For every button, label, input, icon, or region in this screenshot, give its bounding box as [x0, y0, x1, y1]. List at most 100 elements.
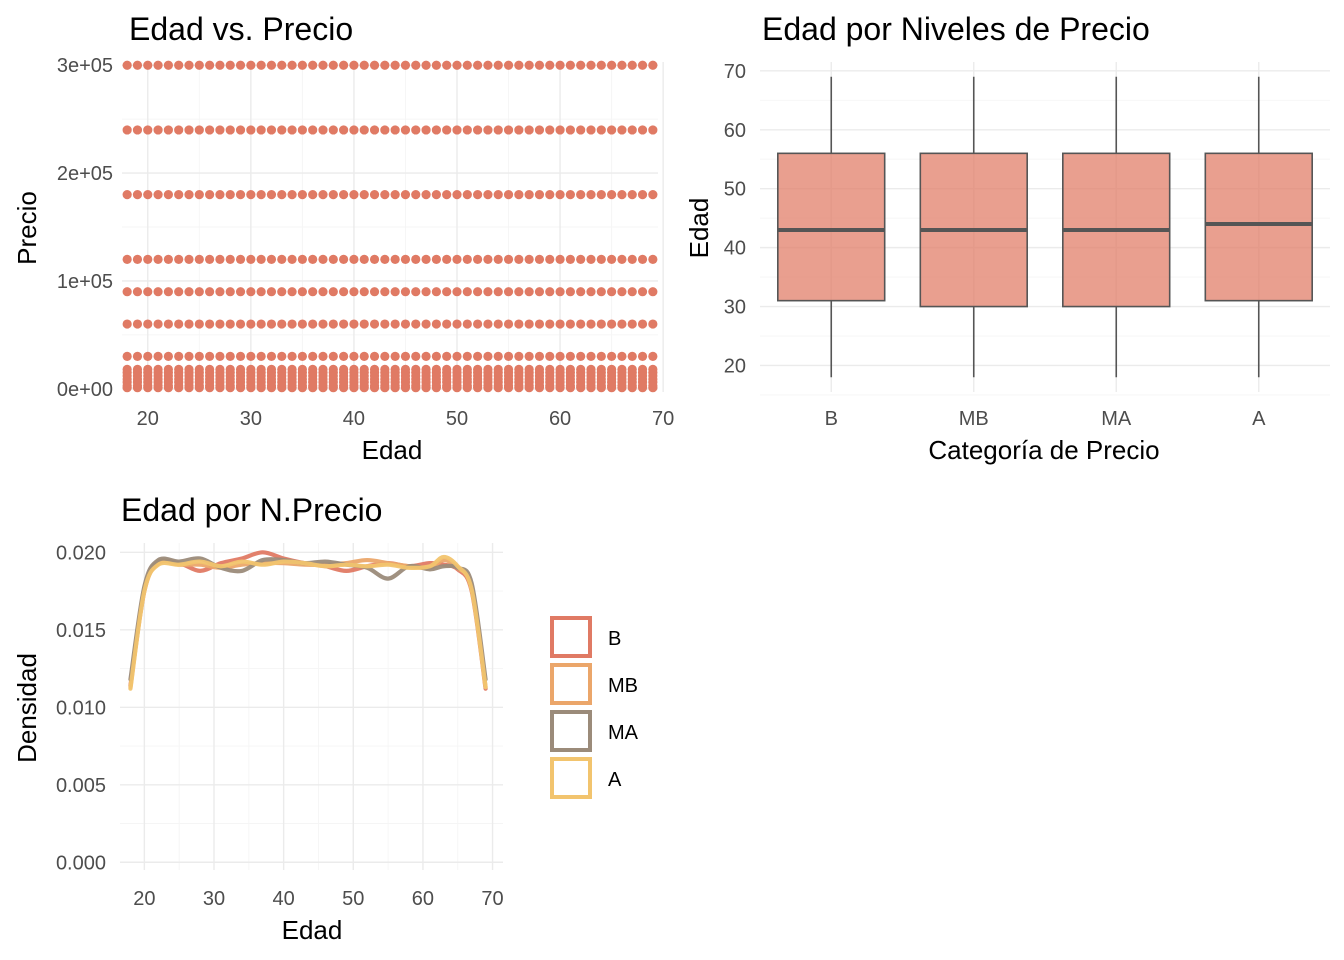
scatter-point [473, 125, 483, 135]
scatter-point [174, 319, 184, 329]
scatter-point [555, 190, 565, 200]
scatter-point [225, 383, 235, 393]
scatter-point [452, 125, 462, 135]
scatter-point [328, 351, 338, 362]
legend-label: A [608, 769, 622, 791]
scatter-point [524, 125, 534, 135]
y-tick-label: 0.015 [56, 620, 106, 642]
scatter-point [349, 190, 359, 200]
x-tick-label: 30 [240, 408, 262, 430]
scatter-point [359, 319, 369, 329]
scatter-point [266, 383, 277, 393]
scatter-point [421, 254, 431, 264]
scatter-point [596, 60, 606, 70]
scatter-point [369, 190, 380, 200]
boxplot-boxes [777, 76, 1313, 378]
scatter-point [256, 351, 266, 362]
scatter-point [153, 190, 163, 200]
scatter-point [545, 383, 555, 393]
scatter-point [503, 383, 514, 393]
scatter-point [452, 254, 462, 264]
scatter-point [586, 254, 596, 264]
scatter-point [349, 254, 359, 264]
scatter-point [648, 125, 658, 135]
box-A [1204, 76, 1313, 378]
x-tick-label: 60 [549, 408, 571, 430]
scatter-point [339, 125, 349, 135]
scatter-point [122, 351, 132, 362]
scatter-point [400, 254, 411, 264]
scatter-point [297, 190, 307, 200]
scatter-point [452, 190, 462, 200]
scatter-point [545, 319, 555, 329]
density-line-MB [128, 557, 488, 690]
scatter-point [132, 351, 143, 362]
legend-key [550, 710, 592, 752]
scatter-point [287, 254, 297, 264]
scatter-point [431, 125, 441, 135]
scatter-point [143, 287, 153, 297]
scatter-point [287, 383, 297, 393]
scatter-point [225, 351, 235, 362]
scatter-point [514, 60, 524, 70]
y-tick-label: 0.010 [56, 697, 106, 719]
scatter-point [266, 319, 277, 329]
scatter-point [586, 351, 596, 362]
scatter-point [514, 125, 524, 135]
scatter-point [607, 351, 617, 362]
scatter-point [318, 60, 328, 70]
scatter-point [576, 190, 586, 200]
scatter-point [380, 125, 390, 135]
scatter-point [473, 287, 483, 297]
scatter-point [287, 125, 297, 135]
scatter-point [617, 125, 627, 135]
scatter-point [308, 287, 318, 297]
scatter-point [205, 254, 215, 264]
scatter-point [277, 190, 287, 200]
scatter-point [473, 254, 483, 264]
scatter-point [637, 383, 648, 393]
scatter-point [617, 60, 627, 70]
scatter-point [483, 351, 493, 362]
scatter-point [246, 351, 256, 362]
scatter-point [565, 254, 575, 264]
scatter-point [205, 190, 215, 200]
scatter-point [452, 351, 462, 362]
scatter-point [555, 287, 565, 297]
scatter-point [514, 351, 524, 362]
y-tick-label: 40 [724, 238, 746, 260]
scatter-point [174, 287, 184, 297]
scatter-point [297, 287, 307, 297]
scatter-point [308, 351, 318, 362]
scatter-point [627, 190, 637, 200]
scatter-point [462, 287, 472, 297]
scatter-point [215, 254, 225, 264]
legend-item-B: B [550, 616, 621, 658]
scatter-point [153, 125, 163, 135]
box-MB [919, 76, 1028, 378]
density-title: Edad por N.Precio [121, 492, 382, 528]
scatter-point [132, 125, 143, 135]
scatter-point [390, 254, 400, 264]
scatter-point [637, 190, 648, 200]
scatter-point [586, 60, 596, 70]
scatter-point [431, 319, 441, 329]
scatter-point [266, 351, 277, 362]
scatter-point [174, 190, 184, 200]
legend-label: MA [608, 722, 639, 744]
scatter-point [266, 254, 277, 264]
scatter-point [287, 319, 297, 329]
scatter-point [297, 319, 307, 329]
scatter-point [483, 125, 493, 135]
y-tick-label: 2e+05 [57, 163, 113, 185]
scatter-point [246, 190, 256, 200]
scatter-point [215, 383, 225, 393]
scatter-point [596, 383, 606, 393]
scatter-point [442, 383, 452, 393]
scatter-point [277, 351, 287, 362]
scatter-point [174, 60, 184, 70]
scatter-point [359, 351, 369, 362]
scatter-point [205, 60, 215, 70]
iqr-box [1204, 152, 1313, 302]
scatter-point [339, 254, 349, 264]
